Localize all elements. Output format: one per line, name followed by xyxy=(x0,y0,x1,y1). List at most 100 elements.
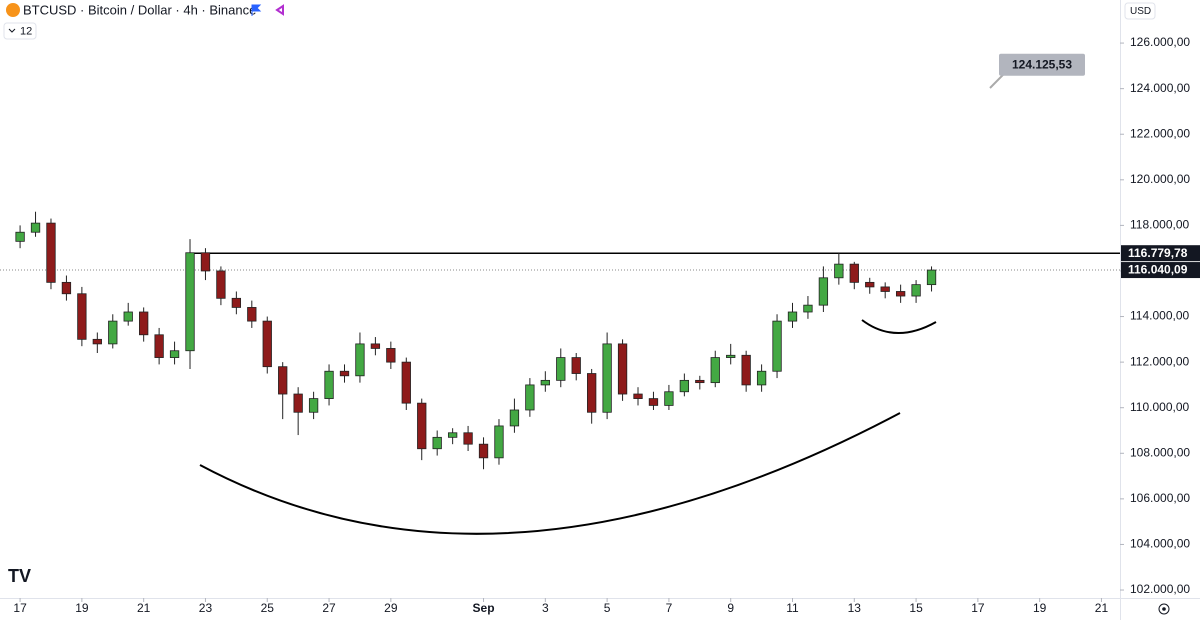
x-tick-label: 5 xyxy=(604,601,611,615)
candle-body xyxy=(154,334,164,358)
candle-body xyxy=(247,307,257,322)
candle-body xyxy=(494,425,504,459)
x-tick-label: 9 xyxy=(727,601,734,615)
candle-body xyxy=(324,370,334,399)
x-tick-label: 27 xyxy=(322,601,336,615)
candle-body xyxy=(108,320,118,345)
candle-body xyxy=(278,366,288,395)
candle-body xyxy=(123,311,133,322)
x-tick-label: Sep xyxy=(473,601,495,615)
candle-body xyxy=(231,297,242,308)
candle-body xyxy=(803,304,813,313)
y-tick-label: 120.000,00 xyxy=(1130,172,1190,186)
y-tick-label: 104.000,00 xyxy=(1130,537,1190,551)
badge-box xyxy=(3,22,37,40)
candle-body xyxy=(293,393,303,413)
symbol-header[interactable]: BTCUSD · Bitcoin / Dollar · 4h · Binance xyxy=(6,2,284,17)
candle-body xyxy=(262,320,272,368)
candle-body xyxy=(525,384,535,411)
x-tick-label: 19 xyxy=(75,601,89,615)
candle-body xyxy=(556,357,566,381)
candle-body xyxy=(308,398,319,413)
y-tick-label: 118.000,00 xyxy=(1130,218,1189,232)
candle-body xyxy=(571,357,581,374)
candle-body xyxy=(926,269,937,286)
callout-box xyxy=(999,53,1085,76)
candle-body xyxy=(648,398,659,406)
x-tick-label: 21 xyxy=(137,601,151,615)
candle-body xyxy=(139,311,149,336)
x-tick-label: 21 xyxy=(1095,601,1109,615)
interval-badge[interactable]: 12 xyxy=(3,22,37,40)
plot xyxy=(0,211,1120,470)
y-tick-label: 108.000,00 xyxy=(1130,445,1190,459)
candle-body xyxy=(726,354,736,358)
candle-body xyxy=(432,436,442,450)
symbol-title: BTCUSD · Bitcoin / Dollar · 4h · Binance xyxy=(23,2,256,17)
candle-body xyxy=(617,343,628,395)
tv-logo: TV xyxy=(8,566,31,586)
candle-body xyxy=(478,443,489,459)
settings-button[interactable] xyxy=(1158,603,1170,615)
price-tag-label: 116.040,09 xyxy=(1128,263,1188,277)
candle-body xyxy=(834,263,844,279)
candle-body xyxy=(587,373,597,413)
candle-body xyxy=(741,354,751,386)
bitcoin-icon xyxy=(6,3,20,17)
callout-label: 124.125,53 xyxy=(1012,57,1072,71)
candle-body xyxy=(633,393,643,399)
candle-body xyxy=(509,409,520,427)
candle-body xyxy=(30,222,41,233)
candle-body xyxy=(911,284,921,297)
badge-text: 12 xyxy=(20,25,32,37)
currency-box xyxy=(1124,2,1156,20)
candle-body xyxy=(339,370,350,377)
candle-body xyxy=(895,291,906,297)
cup-curve xyxy=(199,412,901,535)
x-tick-label: 23 xyxy=(199,601,213,615)
y-tick-label: 110.000,00 xyxy=(1130,400,1189,414)
candle-body xyxy=(756,370,767,386)
candle-body xyxy=(401,361,411,404)
price-tag xyxy=(1121,245,1200,262)
candle-body xyxy=(602,343,612,413)
x-tick-label: 29 xyxy=(384,601,398,615)
share-icon xyxy=(275,4,284,16)
y-tick-label: 106.000,00 xyxy=(1130,491,1190,505)
y-tick-label: 126.000,00 xyxy=(1130,35,1190,49)
candle-body xyxy=(77,293,87,340)
candle-body xyxy=(818,277,829,306)
candle-body xyxy=(216,270,226,299)
gear-icon xyxy=(1158,603,1170,615)
y-tick-label: 114.000,00 xyxy=(1130,309,1189,323)
y-tick-label: 112.000,00 xyxy=(1130,354,1189,368)
y-tick-label: 124.000,00 xyxy=(1130,81,1190,95)
candle-body xyxy=(386,348,396,363)
currency-button[interactable]: USD xyxy=(1124,2,1156,20)
x-tick-label: 17 xyxy=(971,601,985,615)
x-tick-label: 13 xyxy=(848,601,862,615)
candle-body xyxy=(185,252,195,352)
candle-body xyxy=(772,320,782,372)
x-tick-label: 11 xyxy=(786,601,799,615)
price-tag-label: 116.779,78 xyxy=(1128,246,1188,260)
candle-body xyxy=(679,379,690,393)
candle-body xyxy=(664,391,674,406)
price-tag xyxy=(1121,262,1200,279)
candle-body xyxy=(417,402,427,450)
candle-body xyxy=(710,357,720,384)
candle-body xyxy=(463,432,473,445)
chevron xyxy=(8,28,16,33)
x-tick-label: 7 xyxy=(666,601,673,615)
x-tick-label: 15 xyxy=(909,601,923,615)
candle-body xyxy=(695,379,705,384)
candle-body xyxy=(540,379,550,386)
x-tick-label: 25 xyxy=(261,601,275,615)
handle-curve xyxy=(861,319,937,334)
candle-body xyxy=(15,231,25,242)
candle-body xyxy=(92,338,102,345)
candle-body xyxy=(355,343,365,377)
x-tick-label: 3 xyxy=(542,601,549,615)
